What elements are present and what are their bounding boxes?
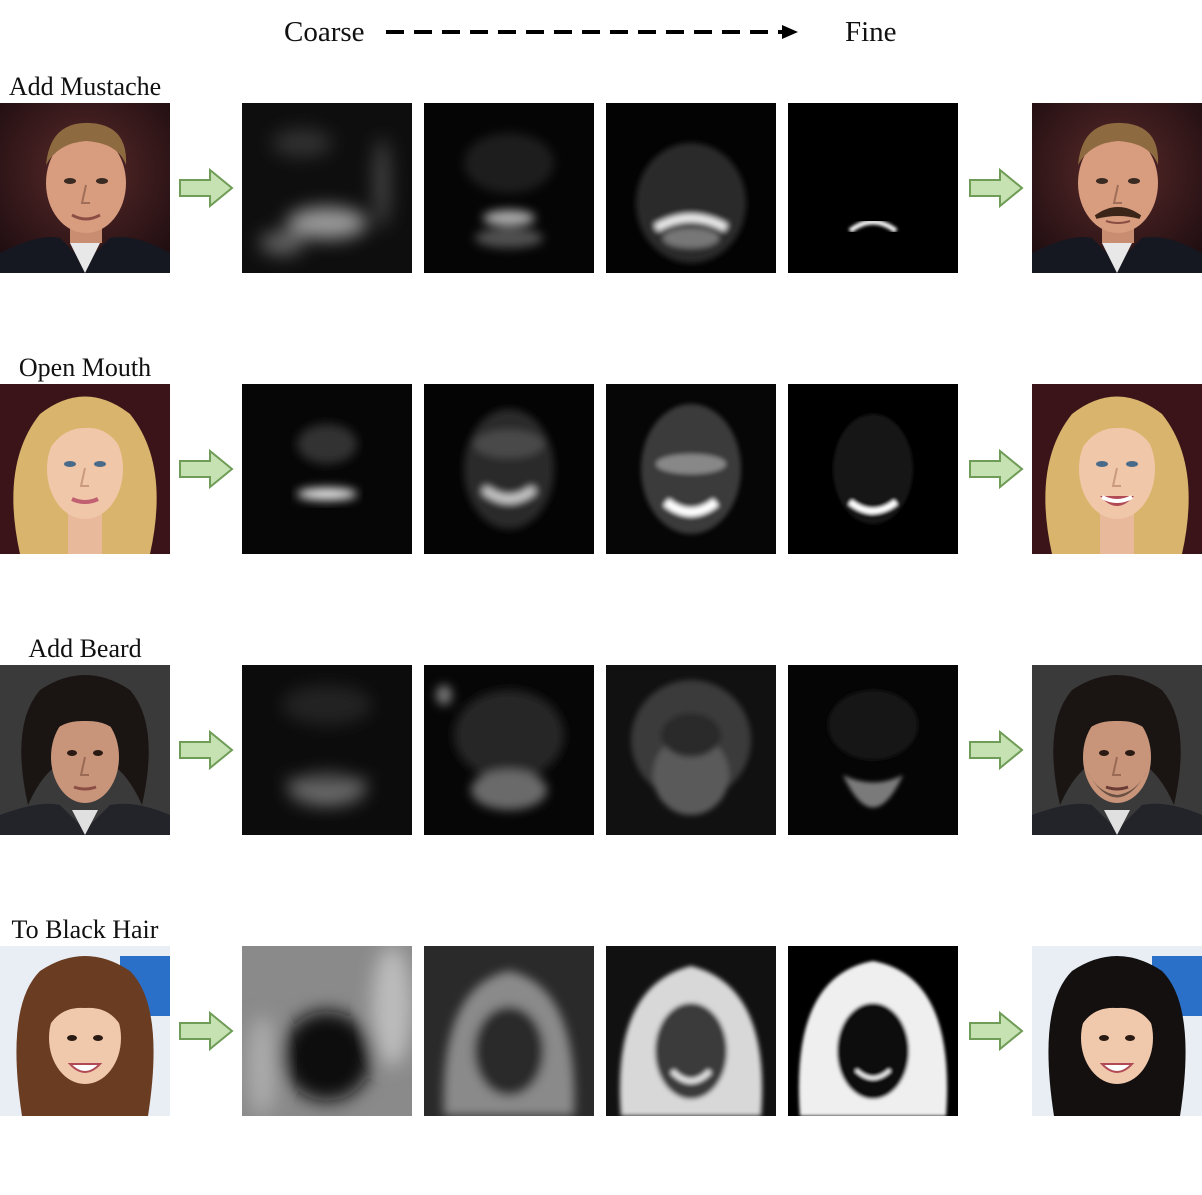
coarse-to-fine-header: Coarse Fine (0, 12, 1202, 52)
input-face-image (0, 946, 170, 1116)
attention-map-level-2 (424, 384, 594, 554)
attention-map-level-2 (424, 946, 594, 1116)
attention-map-level-1 (242, 946, 412, 1116)
green-arrow-icon (969, 1010, 1024, 1052)
input-face-image (0, 665, 170, 835)
green-arrow-icon (179, 448, 234, 490)
attention-map-level-1 (242, 103, 412, 273)
attention-map-level-3 (606, 384, 776, 554)
green-arrow-icon (179, 1010, 234, 1052)
green-arrow-icon (969, 448, 1024, 490)
row-to-black-hair: To Black Hair (0, 915, 1202, 1195)
row-title: Add Beard (28, 634, 142, 663)
fine-label: Fine (845, 16, 897, 48)
row-title: Add Mustache (8, 72, 162, 101)
green-arrow-icon (969, 729, 1024, 771)
row-add-mustache: Add Mustache (0, 72, 1202, 352)
attention-map-level-3 (606, 665, 776, 835)
output-face-image (1032, 665, 1202, 835)
output-face-image (1032, 103, 1202, 273)
attention-map-level-4 (788, 103, 958, 273)
green-arrow-icon (969, 167, 1024, 209)
attention-map-level-2 (424, 103, 594, 273)
attention-map-level-4 (788, 665, 958, 835)
output-face-image (1032, 384, 1202, 554)
row-open-mouth: Open Mouth (0, 353, 1202, 633)
output-face-image (1032, 946, 1202, 1116)
attention-map-level-4 (788, 384, 958, 554)
attention-map-level-1 (242, 665, 412, 835)
input-face-image (0, 384, 170, 554)
attention-map-level-1 (242, 384, 412, 554)
row-title: Open Mouth (18, 353, 152, 382)
attention-map-level-4 (788, 946, 958, 1116)
green-arrow-icon (179, 729, 234, 771)
dashed-arrow-icon (386, 25, 798, 39)
attention-map-level-3 (606, 946, 776, 1116)
row-add-beard: Add Beard (0, 634, 1202, 914)
row-title: To Black Hair (11, 915, 159, 944)
attention-map-level-3 (606, 103, 776, 273)
coarse-label: Coarse (284, 16, 365, 48)
green-arrow-icon (179, 167, 234, 209)
input-face-image (0, 103, 170, 273)
attention-map-level-2 (424, 665, 594, 835)
